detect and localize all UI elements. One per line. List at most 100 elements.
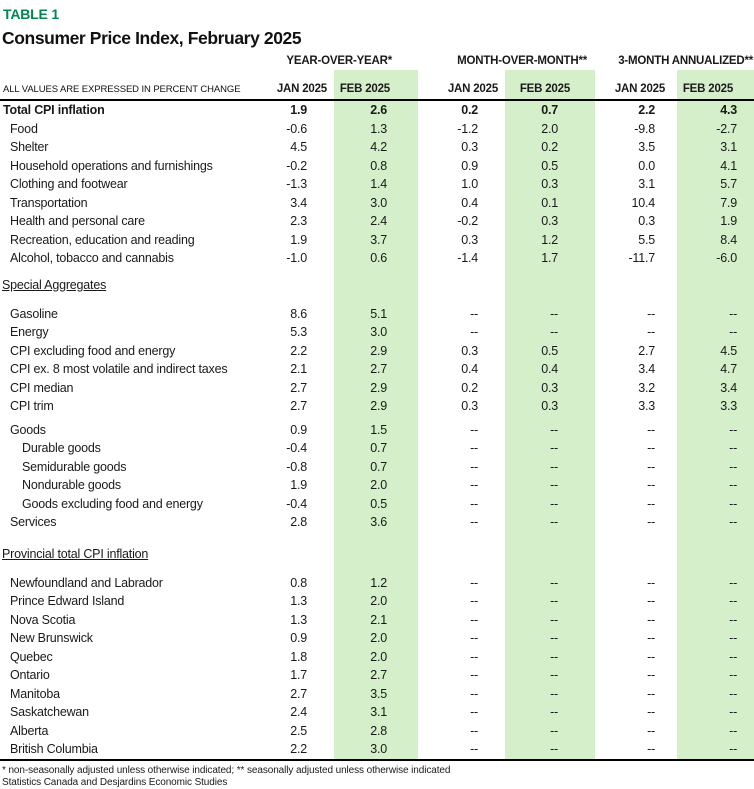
row-label: Alberta: [10, 723, 49, 738]
row-label: Services: [10, 515, 57, 529]
value-cell: -0.6: [286, 121, 307, 136]
row-label: Health and personal care: [10, 214, 145, 228]
value-cell: 1.7: [505, 249, 596, 268]
table-row: Total CPI inflation 1.9 2.6 0.2 0.7 2.2 4.3: [0, 100, 754, 120]
table-row: Semidurable goods -0.8 0.7 -- -- -- --: [0, 457, 754, 476]
value-cell: 1.0: [461, 177, 479, 191]
value-cell: 2.7: [334, 666, 419, 685]
value-cell: 0.4: [505, 360, 596, 379]
empty-cell: [595, 276, 677, 295]
value-cell: --: [647, 594, 656, 608]
value-cell: --: [647, 723, 656, 738]
value-cell: 3.1: [638, 177, 656, 191]
value-cell: 1.9: [290, 232, 307, 247]
value-cell: --: [470, 742, 479, 756]
row-label: Recreation, education and reading: [10, 232, 195, 247]
value-cell: --: [677, 573, 754, 592]
value-cell: --: [505, 420, 596, 439]
spacer-cell: [595, 268, 677, 276]
value-cell: --: [505, 457, 596, 476]
table-row: Gasoline 8.6 5.1 -- -- -- --: [0, 304, 754, 323]
row-label: CPI ex. 8 most volatile and indirect tax…: [10, 362, 228, 376]
row-label: Total CPI inflation: [3, 103, 105, 117]
spacer-cell: [0, 532, 250, 545]
value-cell: 2.0: [334, 629, 419, 648]
row-label: Durable goods: [22, 441, 101, 455]
row-label: Nondurable goods: [22, 478, 121, 492]
value-cell: --: [647, 686, 656, 701]
value-cell: 0.3: [461, 343, 479, 358]
value-cell: --: [505, 647, 596, 666]
value-cell: --: [647, 325, 656, 339]
value-cell: --: [677, 703, 754, 722]
empty-cell: [677, 544, 754, 564]
value-cell: 3.6: [334, 513, 419, 532]
value-cell: --: [677, 666, 754, 685]
value-cell: 4.5: [677, 341, 754, 360]
table-row: Goods 0.9 1.5 -- -- -- --: [0, 420, 754, 439]
value-cell: 4.1: [677, 156, 754, 175]
group-header-3-month-annualized: 3-MONTH ANNUALIZED**: [595, 53, 754, 70]
value-cell: 3.7: [334, 230, 419, 249]
value-cell: 1.9: [290, 103, 307, 117]
value-cell: 1.2: [334, 573, 419, 592]
value-cell: --: [647, 441, 656, 455]
value-cell: --: [470, 478, 479, 492]
value-cell: 2.2: [290, 742, 307, 756]
row-label: Newfoundland and Labrador: [10, 575, 163, 590]
value-cell: 2.8: [334, 721, 419, 740]
value-cell: --: [470, 325, 479, 339]
row-label: Food: [10, 121, 38, 136]
value-cell: --: [505, 666, 596, 685]
value-cell: 0.2: [461, 380, 479, 395]
value-cell: 0.8: [290, 575, 307, 590]
row-label: New Brunswick: [10, 631, 93, 645]
spacer-cell: [505, 563, 596, 574]
value-cell: --: [647, 742, 656, 756]
value-cell: 3.2: [638, 380, 656, 395]
table-row: Goods excluding food and energy -0.4 0.5 --…: [0, 494, 754, 513]
value-cell: 3.5: [334, 684, 419, 703]
value-cell: --: [505, 439, 596, 458]
table-row: Saskatchewan 2.4 3.1 -- -- -- --: [0, 703, 754, 722]
value-cell: 1.8: [290, 649, 307, 664]
spacer-cell: [0, 564, 250, 574]
value-cell: 5.3: [290, 325, 307, 339]
row-label: Quebec: [10, 649, 53, 664]
value-cell: --: [647, 668, 656, 682]
table-row: CPI excluding food and energy 2.2 2.9 0.3 0.…: [0, 341, 754, 360]
value-cell: 5.5: [638, 232, 656, 247]
col-header-mom-jan: JAN 2025: [418, 70, 506, 101]
value-cell: 1.3: [290, 612, 307, 627]
value-cell: --: [470, 649, 479, 664]
value-cell: --: [647, 631, 656, 645]
value-cell: --: [505, 684, 596, 703]
row-label: Goods: [10, 422, 46, 437]
value-cell: --: [505, 573, 596, 592]
value-cell: 0.6: [334, 249, 419, 268]
value-cell: --: [677, 740, 754, 760]
value-cell: 10.4: [631, 195, 656, 210]
spacer-row: [0, 294, 754, 305]
group-header-year-over-year: YEAR-OVER-YEAR*: [250, 53, 419, 70]
empty-corner-cell: [0, 53, 250, 70]
value-cell: --: [470, 422, 479, 437]
table-row: Ontario 1.7 2.7 -- -- -- --: [0, 666, 754, 685]
value-cell: 2.8: [290, 515, 307, 529]
group-header-month-over-month: MONTH-OVER-MONTH**: [418, 53, 596, 70]
table-row: Prince Edward Island 1.3 2.0 -- -- -- --: [0, 592, 754, 611]
table-row: CPI median 2.7 2.9 0.2 0.3 3.2 3.4: [0, 378, 754, 397]
value-cell: 0.3: [461, 232, 479, 247]
value-cell: 2.7: [638, 343, 656, 358]
empty-cell: [250, 545, 334, 564]
row-label: CPI excluding food and energy: [10, 343, 176, 358]
empty-cell: [595, 545, 677, 564]
value-cell: --: [677, 420, 754, 439]
value-cell: --: [677, 721, 754, 740]
row-label: Goods excluding food and energy: [22, 496, 203, 511]
spacer-cell: [505, 294, 596, 305]
value-cell: --: [505, 304, 596, 323]
table-row: CPI trim 2.7 2.9 0.3 0.3 3.3 3.3: [0, 397, 754, 416]
value-cell: 1.9: [290, 478, 307, 492]
row-label: Saskatchewan: [10, 705, 89, 719]
